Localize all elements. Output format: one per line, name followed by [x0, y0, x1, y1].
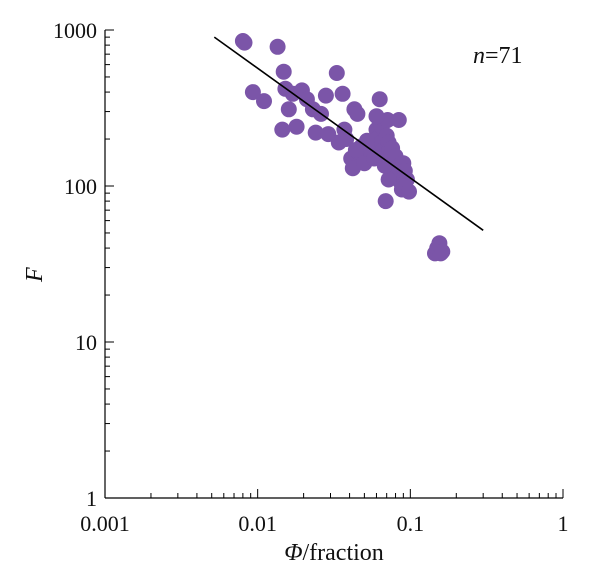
axis-ticks: [104, 29, 564, 499]
data-point: [274, 121, 291, 138]
tick-labels: 0.001 0.01 0.1 1 1 10 100 1000: [53, 18, 569, 536]
data-point: [280, 101, 297, 118]
data-point: [330, 134, 347, 151]
trend-line: [213, 36, 484, 231]
data-point: [401, 183, 417, 200]
data-point: [288, 118, 305, 135]
data-point: [275, 63, 292, 80]
data-point: [269, 38, 286, 55]
data-point: [244, 84, 261, 101]
data-point: [317, 87, 334, 104]
data-point: [390, 112, 407, 128]
y-axis-label: F: [22, 267, 48, 283]
data-point: [256, 93, 272, 110]
sample-size-annotation: n=71: [473, 43, 523, 69]
y-tick-label: 10: [75, 330, 97, 355]
data-point: [377, 193, 394, 210]
x-tick-label: 0.1: [397, 511, 425, 536]
data-point: [368, 108, 385, 125]
data-point: [380, 171, 397, 188]
x-axis-label: Φ/fraction: [284, 540, 384, 566]
data-point: [349, 105, 366, 122]
x-tick-label: 1: [558, 511, 569, 536]
data-point: [398, 171, 415, 188]
data-point: [434, 243, 451, 260]
data-points: [234, 33, 451, 262]
y-tick-label: 1000: [53, 18, 97, 43]
plot-area: [104, 30, 563, 499]
data-point: [371, 91, 388, 108]
data-point: [307, 124, 324, 141]
data-point: [347, 142, 364, 158]
trend-line-group: [213, 36, 484, 231]
data-point: [334, 85, 351, 102]
x-tick-label: 0.01: [238, 511, 277, 536]
y-tick-label: 100: [64, 174, 97, 199]
data-point: [328, 65, 345, 81]
data-point: [236, 34, 253, 51]
y-tick-label: 1: [86, 486, 97, 511]
x-tick-label: 0.001: [80, 511, 130, 536]
